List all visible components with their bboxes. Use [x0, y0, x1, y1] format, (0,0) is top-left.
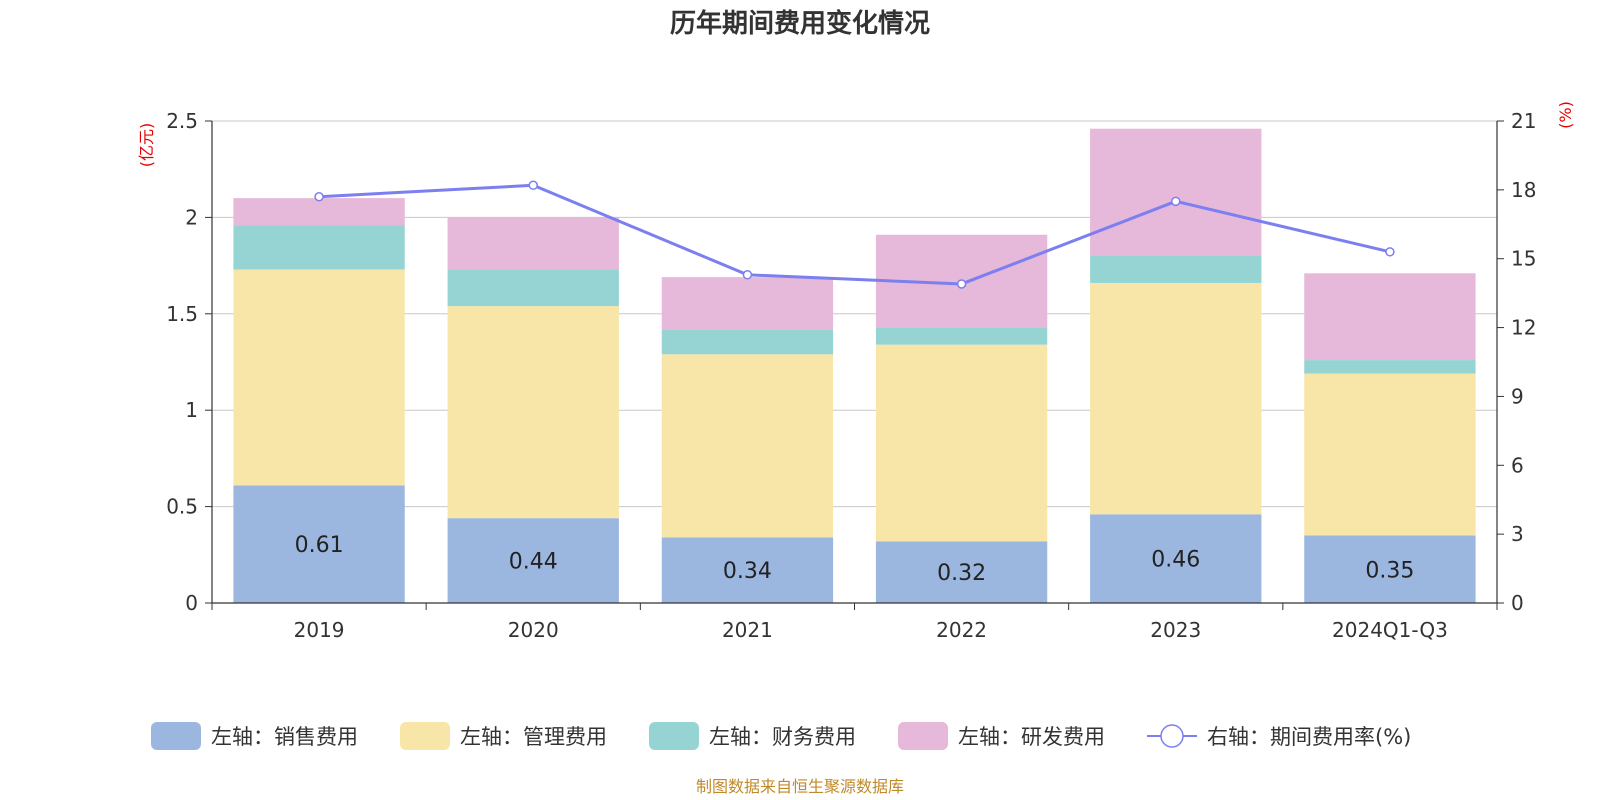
rd-expense-bar — [233, 198, 405, 226]
left-axis-unit: (亿元) — [137, 123, 156, 168]
left-tick-label: 2.5 — [166, 109, 198, 133]
rd-expense-bar — [1304, 273, 1476, 361]
x-tick-label: 2024Q1-Q3 — [1332, 618, 1448, 642]
admin-expense-bar — [1090, 282, 1262, 515]
x-tick-label: 2022 — [936, 618, 987, 642]
right-tick-label: 15 — [1511, 247, 1536, 271]
finance-expense-bar — [1304, 360, 1476, 374]
rate-point — [956, 279, 967, 289]
legend-item-sales: 左轴：销售费用 — [151, 722, 358, 750]
right-tick-label: 3 — [1511, 522, 1524, 546]
right-tick-label: 0 — [1511, 591, 1524, 615]
sales-expense-bar — [1304, 535, 1476, 603]
finance-expense-bar — [875, 327, 1048, 345]
legend-item-rd: 左轴：研发费用 — [898, 722, 1105, 750]
legend-label: 左轴：研发费用 — [958, 725, 1105, 749]
bar-data-label: 0.32 — [937, 561, 986, 586]
finance-expense-bar — [233, 225, 405, 270]
legend-swatch — [649, 722, 699, 750]
rate-point — [742, 270, 753, 280]
rd-expense-bar — [447, 217, 619, 270]
right-tick-label: 9 — [1511, 384, 1524, 408]
x-tick-label: 2019 — [294, 618, 345, 642]
legend-label: 左轴：销售费用 — [211, 725, 358, 749]
finance-expense-bar — [447, 269, 619, 307]
rate-point — [1385, 247, 1395, 257]
sales-expense-bar — [875, 541, 1048, 603]
left-tick-label: 1.5 — [166, 302, 198, 326]
legend-item-admin: 左轴：管理费用 — [400, 722, 607, 750]
chart-title: 历年期间费用变化情况 — [670, 8, 930, 39]
sales-expense-bar — [1090, 514, 1262, 603]
admin-expense-bar — [875, 344, 1048, 542]
legend-label: 左轴：管理费用 — [460, 725, 607, 749]
right-tick-label: 21 — [1511, 109, 1536, 133]
x-tick-label: 2023 — [1150, 618, 1201, 642]
legend: 左轴：销售费用 左轴：管理费用 左轴：财务费用 左轴：研发费用 右轴：期间费用率(%) — [151, 722, 1411, 750]
sales-expense-bar — [447, 518, 619, 603]
axes: 0 0.5 1 1.5 2 2.5 0 3 6 9 12 15 18 21 2019 2020 2021 2022… — [166, 109, 1536, 642]
rate-line-path — [319, 183, 1391, 286]
rd-expense-bar — [1090, 128, 1262, 256]
left-tick-label: 0.5 — [166, 495, 198, 519]
legend-label: 右轴：期间费用率(%) — [1207, 725, 1411, 749]
legend-swatch — [151, 722, 201, 750]
legend-swatch — [400, 722, 450, 750]
x-tick-label: 2020 — [508, 618, 559, 642]
source-note: 制图数据来自恒生聚源数据库 — [696, 777, 904, 796]
legend-item-finance: 左轴：财务费用 — [649, 722, 856, 750]
rate-point — [314, 191, 324, 202]
admin-expense-bar — [661, 354, 834, 538]
finance-expense-bar — [1090, 255, 1262, 283]
rd-expense-bar — [661, 277, 834, 330]
legend-item-rate: 右轴：期间费用率(%) — [1147, 724, 1411, 749]
gridlines — [212, 120, 1497, 508]
left-tick-label: 2 — [185, 205, 198, 229]
admin-expense-bar — [447, 306, 619, 519]
legend-swatch — [898, 722, 948, 750]
sales-expense-bar — [661, 537, 834, 603]
rate-point — [528, 180, 538, 191]
rate-point — [1171, 196, 1181, 207]
bar-data-label: 0.44 — [509, 550, 558, 575]
left-tick-label: 0 — [185, 591, 198, 615]
admin-expense-bar — [233, 269, 405, 486]
x-tick-label: 2021 — [722, 618, 773, 642]
right-tick-label: 12 — [1511, 316, 1536, 340]
bars: 0.61 0.44 0.34 0.32 0.46 0.35 — [233, 128, 1476, 603]
sales-expense-bar — [233, 485, 405, 603]
right-tick-label: 18 — [1511, 178, 1536, 202]
legend-marker-icon — [1160, 724, 1184, 748]
bar-data-label: 0.46 — [1151, 548, 1200, 573]
finance-expense-bar — [661, 329, 834, 355]
right-axis-unit: (%) — [1556, 101, 1575, 129]
legend-label: 左轴：财务费用 — [709, 725, 856, 749]
bar-data-label: 0.35 — [1365, 558, 1414, 583]
left-tick-label: 1 — [185, 398, 198, 422]
bar-data-label: 0.61 — [295, 533, 344, 558]
admin-expense-bar — [1304, 373, 1476, 536]
bar-data-label: 0.34 — [723, 559, 772, 584]
right-tick-label: 6 — [1511, 453, 1524, 477]
rate-line — [314, 180, 1395, 289]
